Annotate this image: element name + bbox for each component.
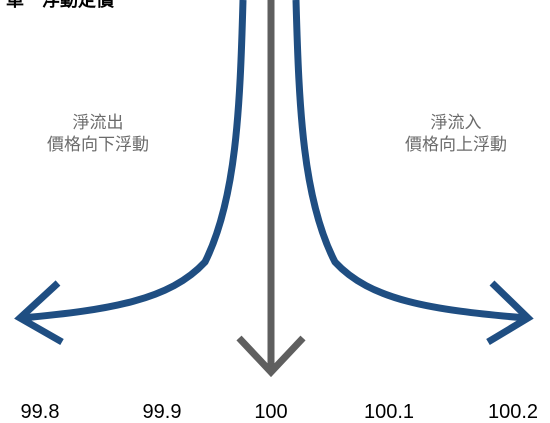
price-tick: 99.8 — [20, 401, 60, 423]
net-inflow-label: 淨流入 — [430, 113, 482, 132]
net-outflow-note: 淨流出 價格向下浮動 — [28, 112, 168, 156]
price-tick: 99.9 — [142, 401, 182, 423]
price-up-label: 價格向上浮動 — [405, 135, 507, 154]
net-outflow-label: 淨流出 — [72, 113, 124, 132]
net-inflow-note: 淨流入 價格向上浮動 — [386, 112, 526, 156]
price-down-label: 價格向下浮動 — [47, 135, 149, 154]
right-curve-arrow — [292, 0, 534, 346]
diagram-title: 單一浮動定價 — [6, 0, 114, 10]
price-tick: 100.2 — [487, 401, 539, 423]
center-down-arrow — [236, 0, 306, 378]
price-tick: 100.1 — [363, 401, 415, 423]
price-tick: 100 — [254, 401, 288, 423]
left-curve-arrow — [14, 0, 247, 346]
